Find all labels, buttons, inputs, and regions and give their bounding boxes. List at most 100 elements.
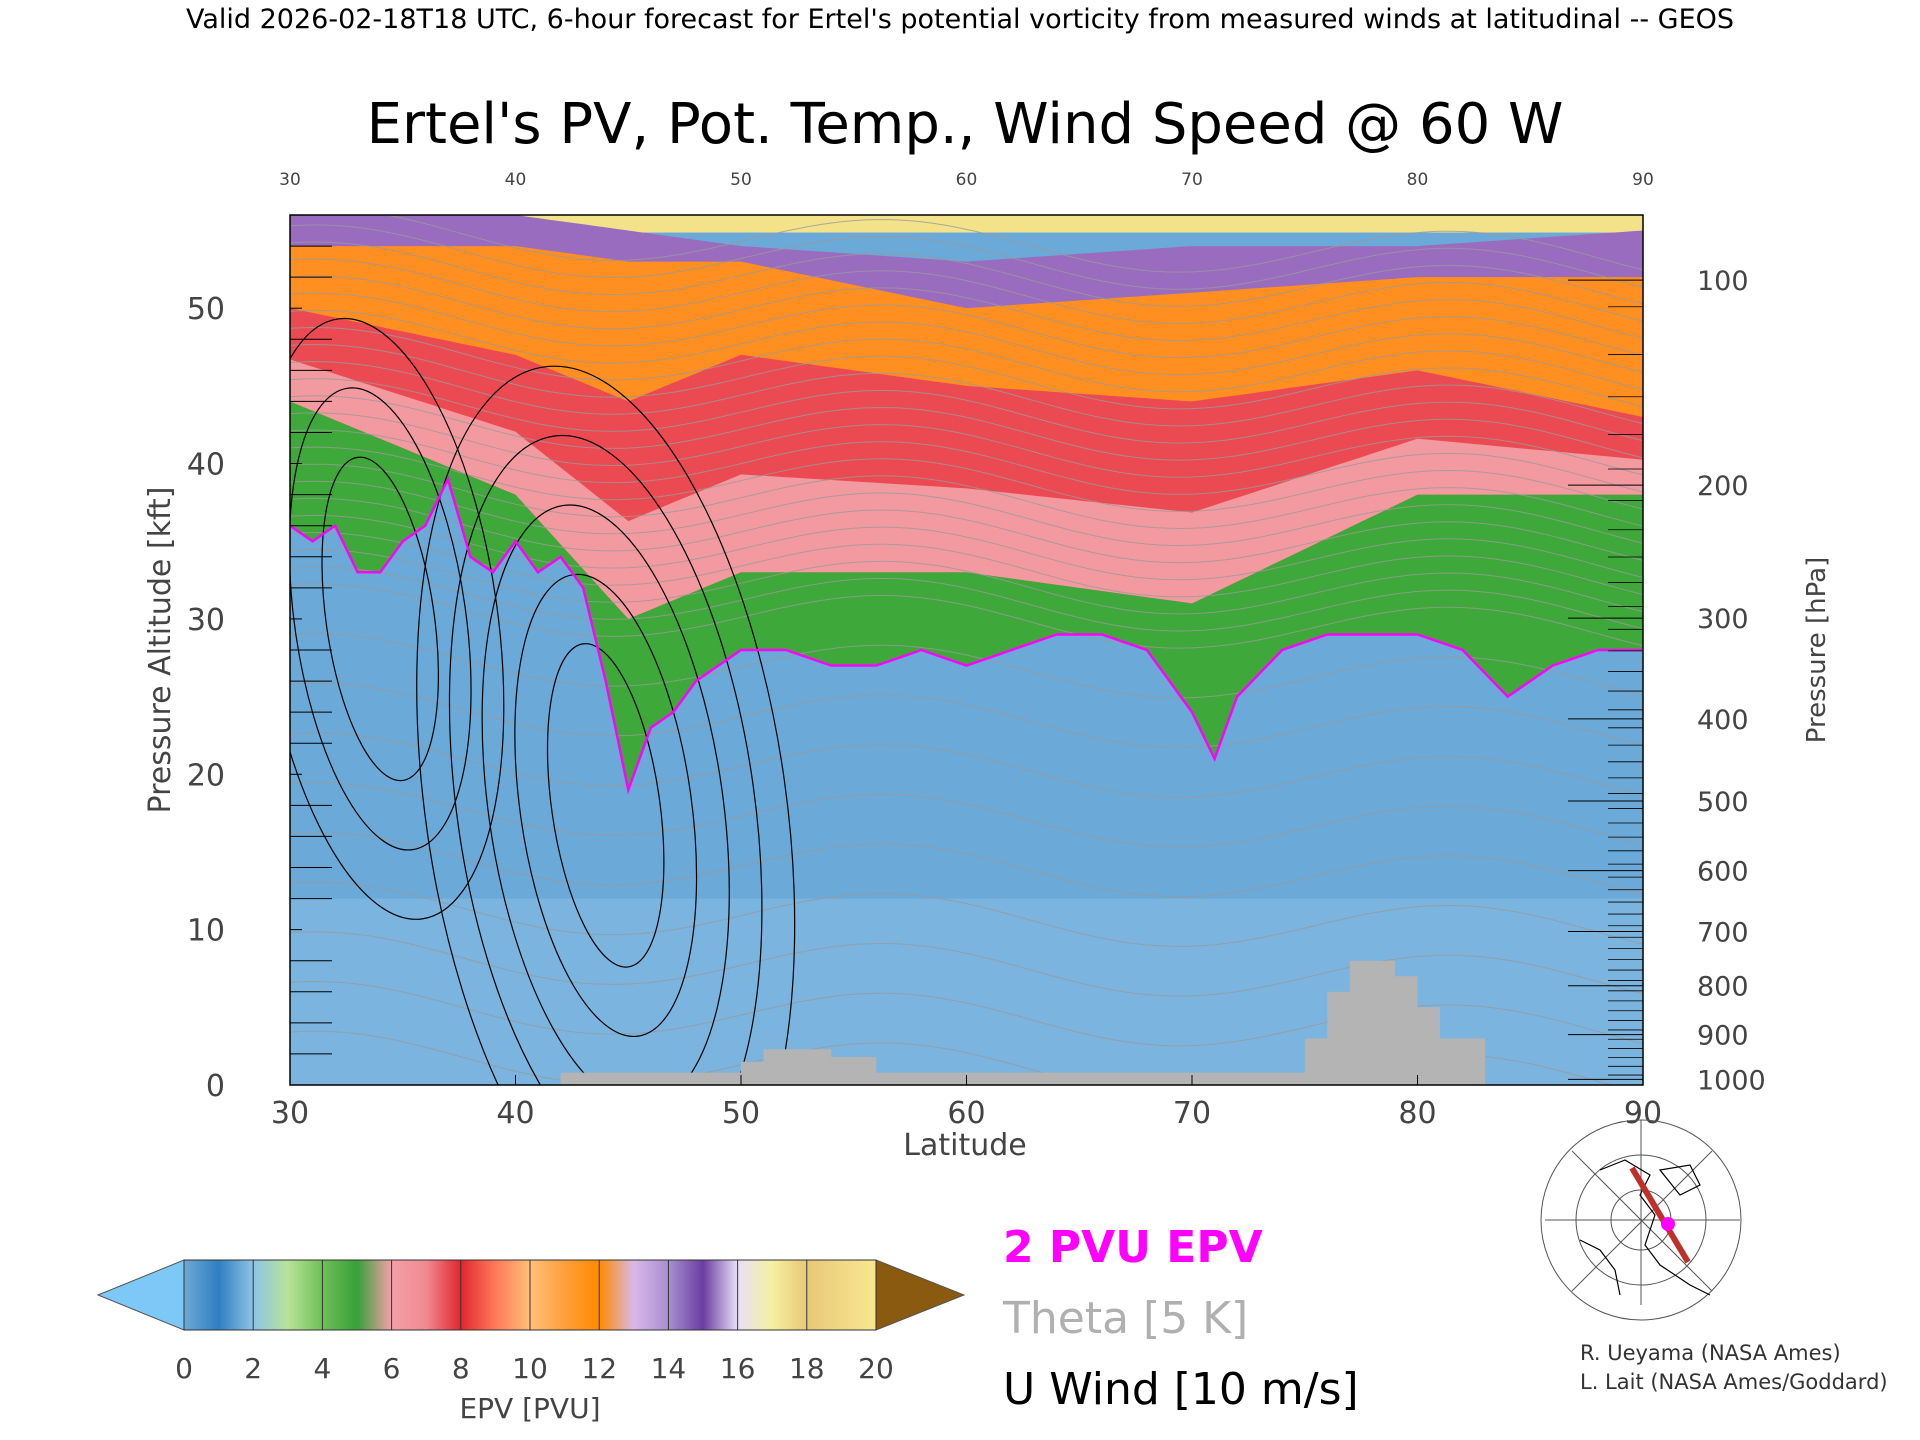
colorbar-over-arrow: [875, 1259, 966, 1331]
theta-contour: [290, 732, 1643, 798]
x-tick-label: 70: [1173, 1096, 1211, 1131]
u-wind-contour: [481, 504, 730, 1085]
p-tick-label: 600: [1697, 857, 1749, 888]
x-axis-label: Latitude: [903, 1128, 1026, 1163]
x-tick-label: 50: [722, 1096, 760, 1131]
theta-contour: [290, 931, 1643, 997]
x-tick-label: 90: [1624, 1096, 1662, 1131]
theta-contour: [290, 583, 1643, 649]
theta-contour: [290, 241, 1643, 307]
theta-contour: [290, 429, 1643, 495]
p-tick-label: 800: [1697, 972, 1749, 1003]
inset-map: [1540, 1119, 1742, 1321]
theta-contour: [290, 395, 1643, 461]
u-wind-contour: [448, 434, 763, 1085]
colorbar-tick-label: 4: [313, 1352, 331, 1385]
colorbar: 0 2 4 6 8 10 12 14 16 18 20 EPV [PVU]: [96, 1259, 966, 1425]
colorbar-tick-label: 2: [244, 1352, 262, 1385]
p-tick-label: 700: [1697, 918, 1749, 949]
theta-contour: [290, 881, 1643, 947]
y-axis-left: 0 10 20 30 40 50: [187, 245, 332, 1104]
x-tick-label: 80: [1398, 1096, 1436, 1131]
colorbar-tick-label: 6: [383, 1352, 401, 1385]
colorbar-tick-label: 18: [789, 1352, 825, 1385]
u-wind-contours: [290, 317, 796, 1085]
x-axis: 30 30 40 40 50 50 60 60 70 70 80 80 90 90: [271, 170, 1662, 1131]
theta-contour: [290, 549, 1643, 615]
theta-contour: [290, 480, 1643, 547]
epv-band-top: [290, 215, 1643, 233]
theta-contour: [290, 361, 1643, 427]
theta-contour: [290, 224, 1643, 290]
epv-band-0: [290, 401, 1643, 790]
colorbar-tick-label: 16: [720, 1352, 756, 1385]
y-axis-label-right: Pressure [hPa]: [1802, 557, 1832, 744]
legend-theta: Theta [5 K]: [1002, 1293, 1248, 1344]
x-tick-label-top: 30: [279, 170, 301, 190]
p-tick-label: 1000: [1697, 1065, 1766, 1096]
u-wind-contour: [416, 365, 796, 1085]
epv-band-pink: [290, 359, 1643, 619]
y-axis-label-left: Pressure Altitude [kft]: [143, 487, 178, 814]
theta-contour: [290, 463, 1643, 530]
legend-wind: U Wind [10 m/s]: [1003, 1364, 1359, 1415]
x-tick-label: 30: [271, 1096, 309, 1131]
header-text: Valid 2026-02-18T18 UTC, 6-hour forecast…: [186, 4, 1734, 35]
chart-title: Ertel's PV, Pot. Temp., Wind Speed @ 60 …: [367, 92, 1564, 157]
theta-contour: [290, 531, 1643, 598]
p-tick-label: 400: [1697, 705, 1749, 736]
credit-1: R. Ueyama (NASA Ames): [1580, 1341, 1841, 1365]
u-wind-contour: [321, 456, 439, 782]
y-tick-label: 30: [187, 603, 225, 638]
y-tick-label: 0: [206, 1069, 225, 1104]
colorbar-tick-label: 10: [512, 1352, 548, 1385]
colorbar-tick-label: 0: [175, 1352, 193, 1385]
tropopause-2pvu-line: [290, 475, 1643, 795]
x-tick-label-top: 60: [956, 170, 978, 190]
x-tick-label-top: 90: [1632, 170, 1654, 190]
y-tick-label: 20: [187, 758, 225, 793]
u-wind-contour: [290, 387, 472, 851]
colorbar-tick-label: 12: [581, 1352, 617, 1385]
theta-contour: [290, 514, 1643, 581]
theta-contour: [290, 497, 1643, 564]
x-tick-label-top: 70: [1181, 170, 1203, 190]
theta-contour: [290, 782, 1643, 848]
x-tick-label: 60: [947, 1096, 985, 1131]
theta-contour: [290, 412, 1643, 478]
theta-contour: [290, 309, 1643, 376]
theta-contour: [383, 215, 1643, 273]
y-tick-label: 10: [187, 914, 225, 949]
colorbar-under-arrow: [96, 1259, 185, 1331]
colorbar-label: EPV [PVU]: [459, 1392, 600, 1425]
theta-contour: [290, 446, 1643, 512]
p-tick-label: 300: [1697, 604, 1749, 635]
y-tick-label: 40: [187, 448, 225, 483]
theta-contour: [290, 343, 1643, 410]
theta-contour: [290, 258, 1643, 324]
theta-contour: [290, 831, 1643, 898]
topography: [560, 960, 1486, 1085]
u-wind-contour: [290, 317, 505, 920]
theta-contour: [290, 566, 1643, 632]
y-tick-label: 50: [187, 292, 225, 327]
theta-contour: [290, 326, 1643, 393]
colorbar-tick-label: 14: [651, 1352, 687, 1385]
x-tick-label: 40: [496, 1096, 534, 1131]
legend-pv: 2 PVU EPV: [1003, 1222, 1263, 1273]
x-tick-label-top: 50: [730, 170, 752, 190]
theta-contour: [290, 275, 1643, 342]
theta-contour: [290, 632, 1643, 699]
credit-2: L. Lait (NASA Ames/Goddard): [1580, 1370, 1888, 1394]
u-wind-contour: [546, 643, 665, 968]
p-tick-label: 100: [1697, 266, 1749, 297]
theta-contour: [290, 292, 1643, 359]
x-tick-label-top: 80: [1407, 170, 1429, 190]
p-tick-label: 900: [1697, 1021, 1749, 1052]
p-tick-label: 500: [1697, 787, 1749, 818]
p-tick-label: 200: [1697, 471, 1749, 502]
theta-contour: [290, 378, 1643, 444]
y-axis-right: 100 200 300 400 500 600 700 800 900 1000: [1568, 266, 1766, 1096]
x-tick-label-top: 40: [505, 170, 527, 190]
